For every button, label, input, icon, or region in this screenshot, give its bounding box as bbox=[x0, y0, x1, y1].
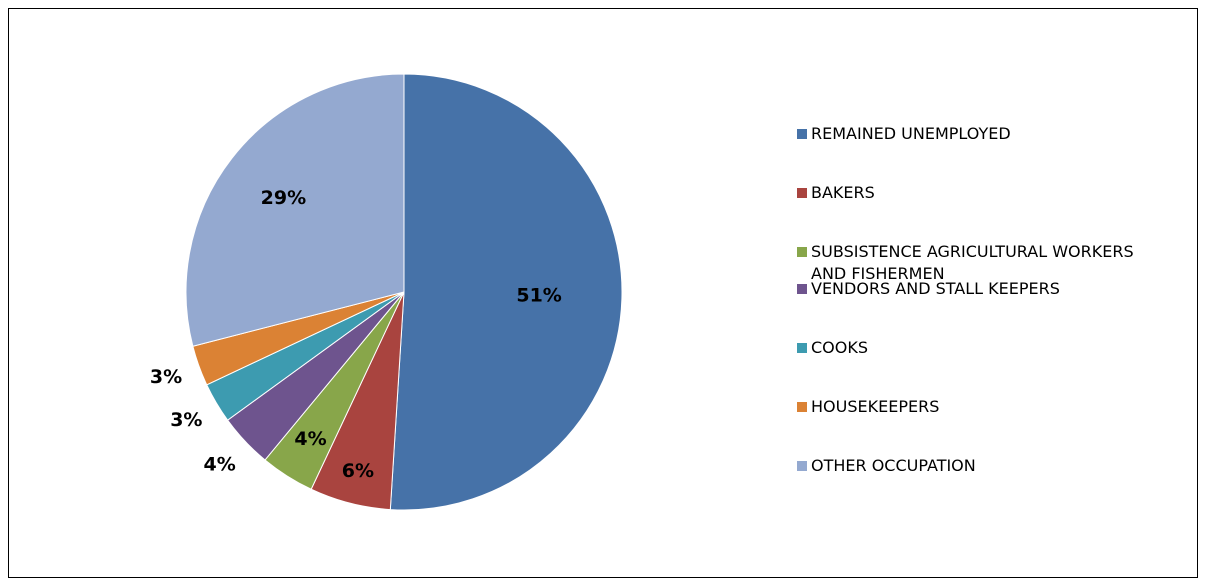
legend-label: SUBSISTENCE AGRICULTURAL WORKERS AND FIS… bbox=[811, 242, 1134, 283]
data-label: 4% bbox=[204, 454, 236, 476]
pie-slice bbox=[389, 73, 623, 511]
legend-swatch bbox=[797, 402, 807, 412]
legend-label: COOKS bbox=[811, 338, 869, 357]
data-label: 6% bbox=[342, 460, 374, 482]
legend-label: VENDORS AND STALL KEEPERS bbox=[811, 279, 1060, 298]
data-label: 4% bbox=[294, 428, 326, 450]
legend-item: SUBSISTENCE AGRICULTURAL WORKERS AND FIS… bbox=[797, 241, 1157, 285]
legend-label: OTHER OCCUPATION bbox=[811, 456, 976, 475]
legend-item: OTHER OCCUPATION bbox=[797, 455, 1157, 477]
legend-swatch bbox=[797, 343, 807, 353]
data-label: 51% bbox=[516, 285, 561, 307]
legend-swatch bbox=[797, 129, 807, 139]
legend-item: HOUSEKEEPERS bbox=[797, 396, 1157, 418]
legend-item: BAKERS bbox=[797, 182, 1157, 204]
legend-item: VENDORS AND STALL KEEPERS bbox=[797, 278, 1157, 300]
data-label: 3% bbox=[170, 409, 202, 431]
legend-item: COOKS bbox=[797, 337, 1157, 359]
pie-slice bbox=[185, 73, 405, 347]
legend-swatch bbox=[797, 284, 807, 294]
data-label: 29% bbox=[261, 187, 306, 209]
legend-label: HOUSEKEEPERS bbox=[811, 397, 940, 416]
data-label: 3% bbox=[150, 366, 182, 388]
legend-item: REMAINED UNEMPLOYED bbox=[797, 123, 1157, 145]
legend-swatch bbox=[797, 247, 807, 257]
legend-label: REMAINED UNEMPLOYED bbox=[811, 124, 1011, 143]
legend-swatch bbox=[797, 188, 807, 198]
legend-label: BAKERS bbox=[811, 183, 875, 202]
legend-swatch bbox=[797, 461, 807, 471]
